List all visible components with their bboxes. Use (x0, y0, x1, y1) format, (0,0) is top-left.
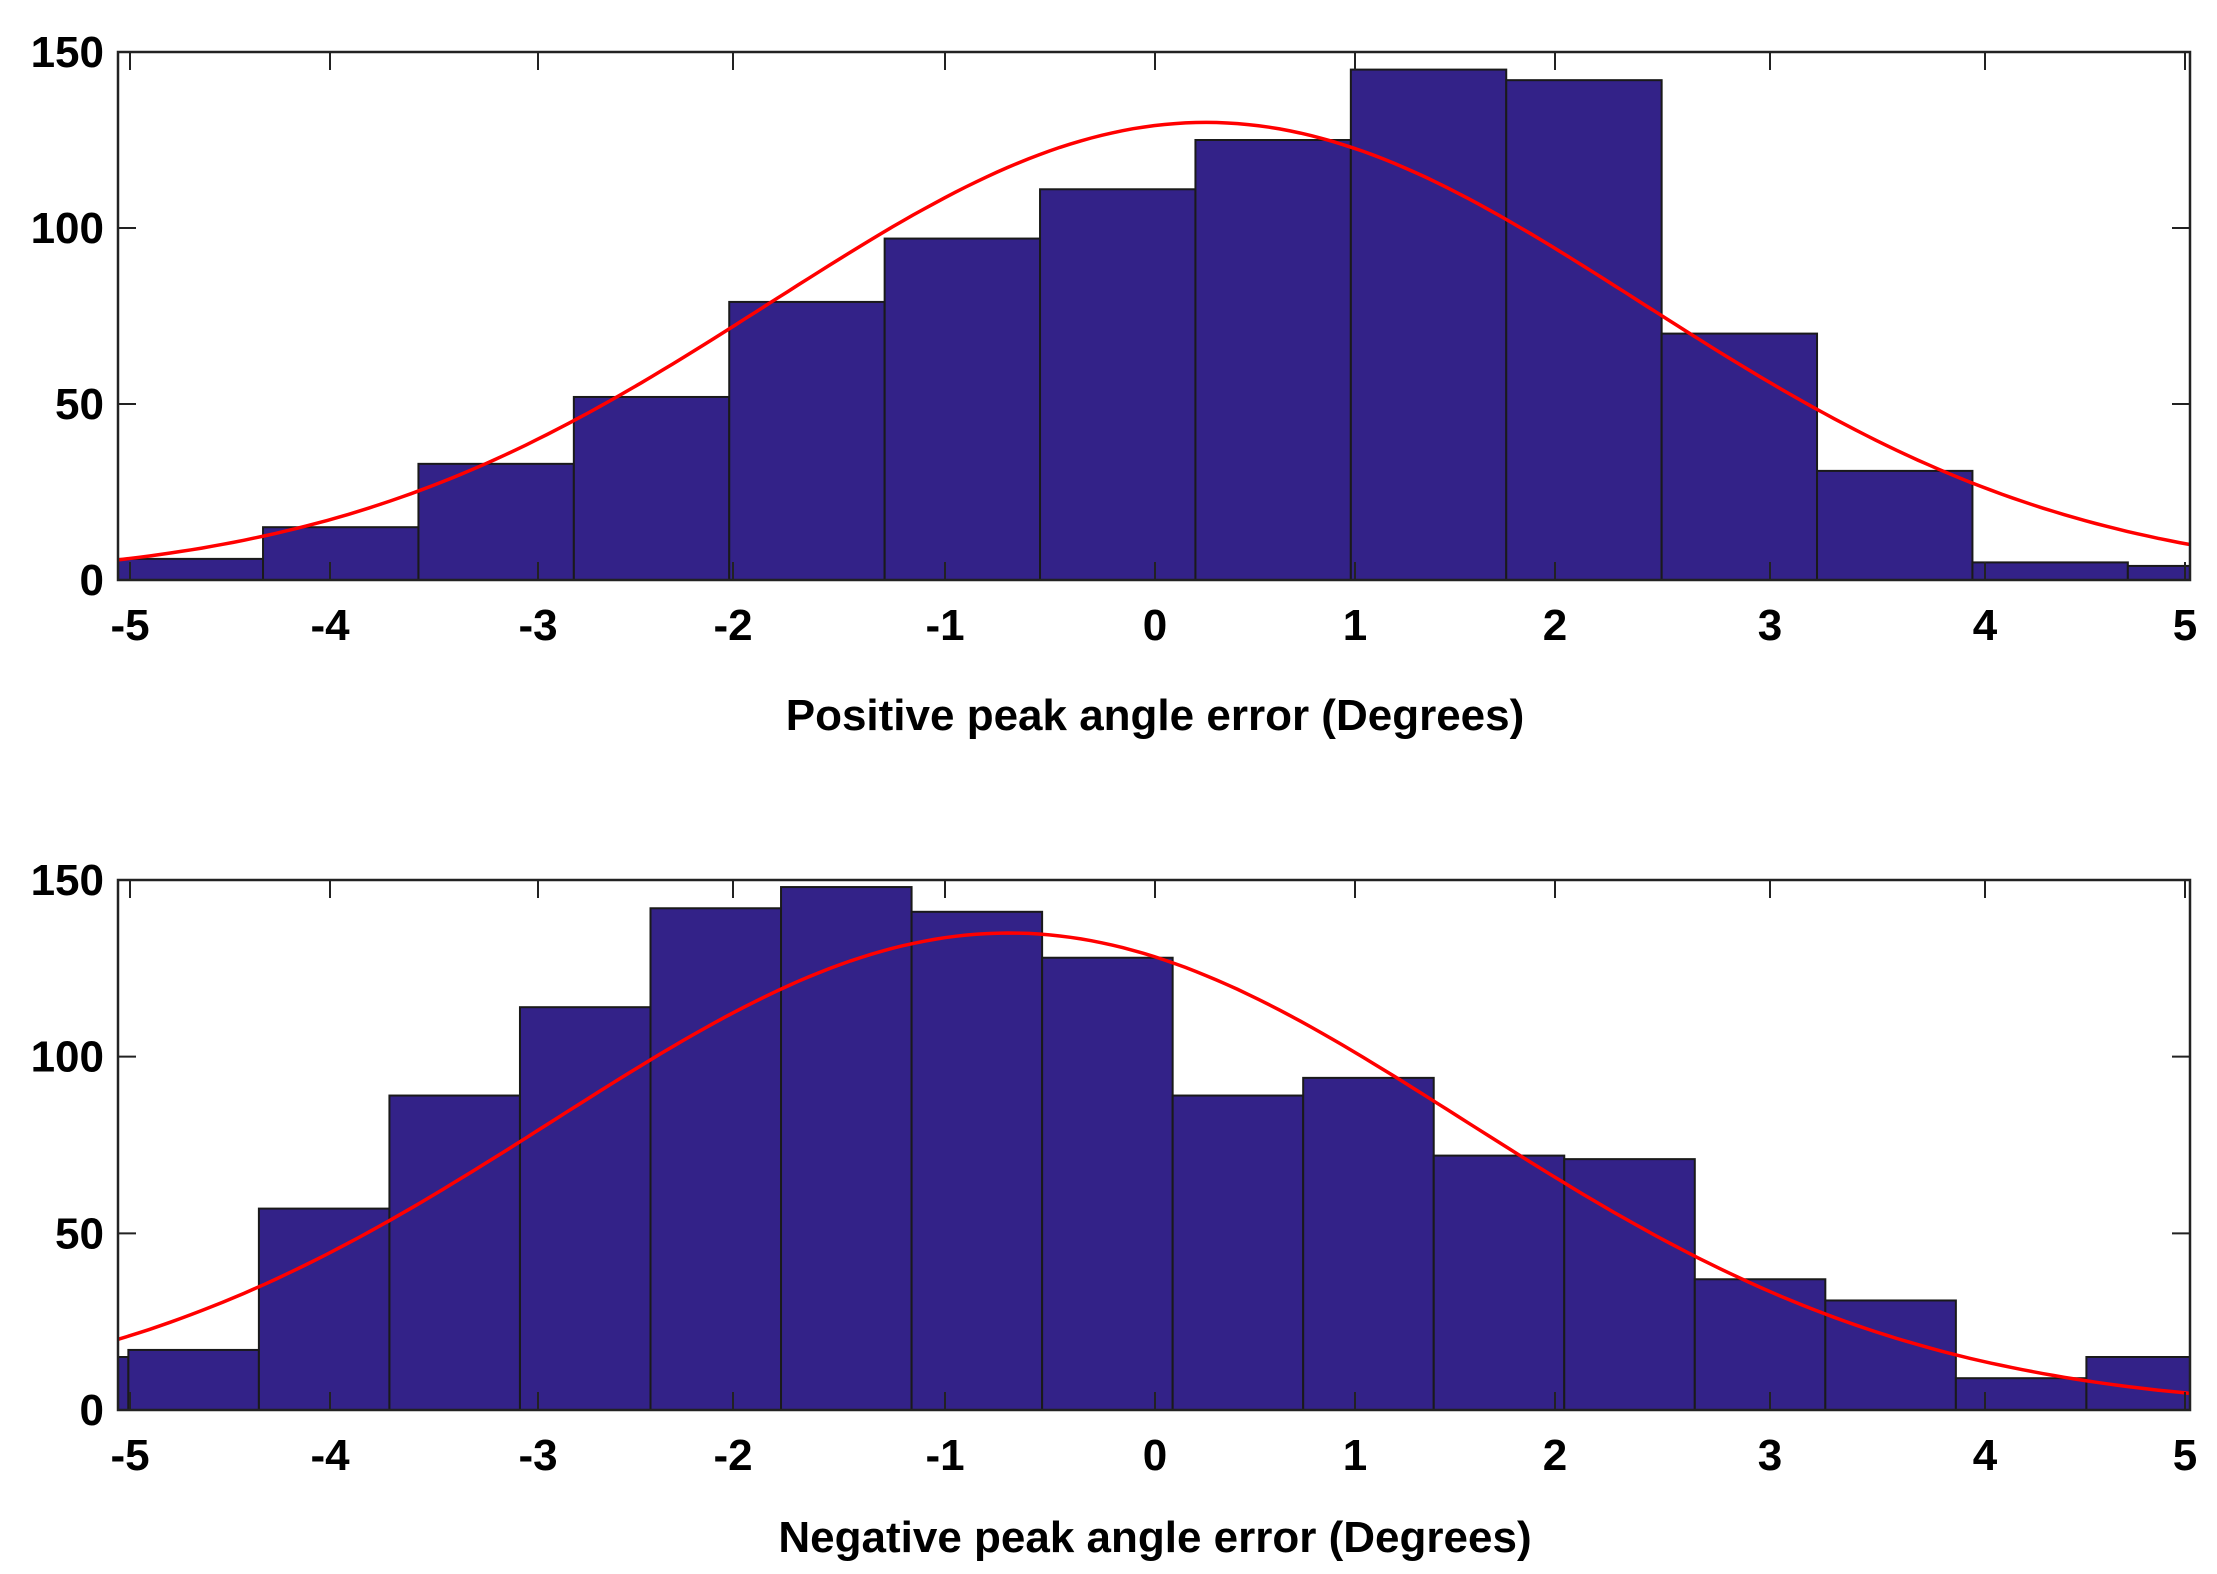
histogram-bar (1041, 956, 1174, 1411)
y-tick-label: 50 (55, 380, 104, 429)
histogram-bar (1693, 1278, 1827, 1412)
x-tick-label: -5 (110, 1431, 149, 1480)
y-tick-label: 150 (31, 856, 104, 905)
positive-peak-x-axis-title: Positive peak angle error (Degrees) (786, 691, 1525, 740)
histogram-bar (728, 300, 886, 581)
x-tick-label: 0 (1143, 1431, 1167, 1480)
histogram-bar (1971, 561, 2129, 582)
y-tick-label: 50 (55, 1209, 104, 1258)
x-tick-label: -3 (518, 601, 557, 650)
negative-peak-x-axis-title: Negative peak angle error (Degrees) (778, 1513, 1531, 1562)
histogram-bar (1432, 1154, 1566, 1411)
normal-fit-curve (118, 120, 2190, 562)
histogram-bar (572, 395, 731, 581)
y-tick-label: 150 (31, 28, 104, 77)
histogram-bar (1194, 139, 1352, 581)
x-tick-label: -2 (713, 1431, 752, 1480)
y-tick-label: 0 (80, 1386, 104, 1435)
x-tick-label: -3 (518, 1431, 557, 1480)
histogram-bar (417, 462, 575, 581)
negative-peak-histogram: 0 50 100 150 -5 -4 -3 -2 -1 0 1 2 3 4 5 (31, 856, 2198, 1480)
histogram-bar (1660, 332, 1819, 581)
x-tick-label: 3 (1758, 601, 1782, 650)
x-tick-label: 0 (1143, 601, 1167, 650)
histogram-bar (2126, 564, 2190, 581)
x-tick-label: -4 (310, 1431, 350, 1480)
x-tick-label: 1 (1343, 1431, 1367, 1480)
x-tick-label: -5 (110, 601, 149, 650)
x-tick-label: -1 (925, 601, 964, 650)
normal-fit-curve (118, 931, 2190, 1396)
x-tick-label: 2 (1543, 601, 1567, 650)
histogram-bar (127, 1348, 260, 1412)
histogram-bar (262, 526, 420, 582)
histogram-bar (388, 1094, 521, 1411)
x-tick-label: -1 (925, 1431, 964, 1480)
x-tick-label: 5 (2173, 1431, 2197, 1480)
y-tick-label: 100 (31, 204, 104, 253)
x-tick-label: 3 (1758, 1431, 1782, 1480)
x-tick-label: -4 (310, 601, 350, 650)
histogram-bar (780, 886, 913, 1411)
x-tick-label: 4 (1973, 1431, 1998, 1480)
histogram-bar (1954, 1377, 2088, 1411)
histogram-bar (1349, 68, 1508, 581)
y-tick-label: 0 (80, 556, 104, 605)
x-tick-label: 1 (1343, 601, 1367, 650)
histogram-bar (1563, 1158, 1696, 1411)
x-tick-label: 4 (1973, 601, 1998, 650)
histogram-bar (1824, 1299, 1957, 1412)
histogram-bars (118, 886, 2190, 1412)
x-tick-label: -2 (713, 601, 752, 650)
histogram-bars (118, 68, 2190, 582)
histogram-bar (1302, 1076, 1435, 1412)
histogram-bar (1171, 1094, 1305, 1411)
histogram-bar (649, 907, 783, 1411)
x-tick-label: 2 (1543, 1431, 1567, 1480)
histogram-bar (1505, 79, 1663, 581)
histogram-bar (518, 1006, 652, 1411)
histogram-bar (910, 910, 1044, 1411)
x-tick-label: 5 (2173, 601, 2197, 650)
histogram-bar (257, 1207, 391, 1411)
histogram-bar (1816, 469, 1974, 582)
histogram-bar (883, 237, 1042, 581)
y-tick-label: 100 (31, 1033, 104, 1082)
positive-peak-histogram: 0 50 100 150 -5 -4 -3 -2 -1 0 1 2 3 4 5 (31, 28, 2198, 650)
histogram-bar (1039, 188, 1197, 581)
